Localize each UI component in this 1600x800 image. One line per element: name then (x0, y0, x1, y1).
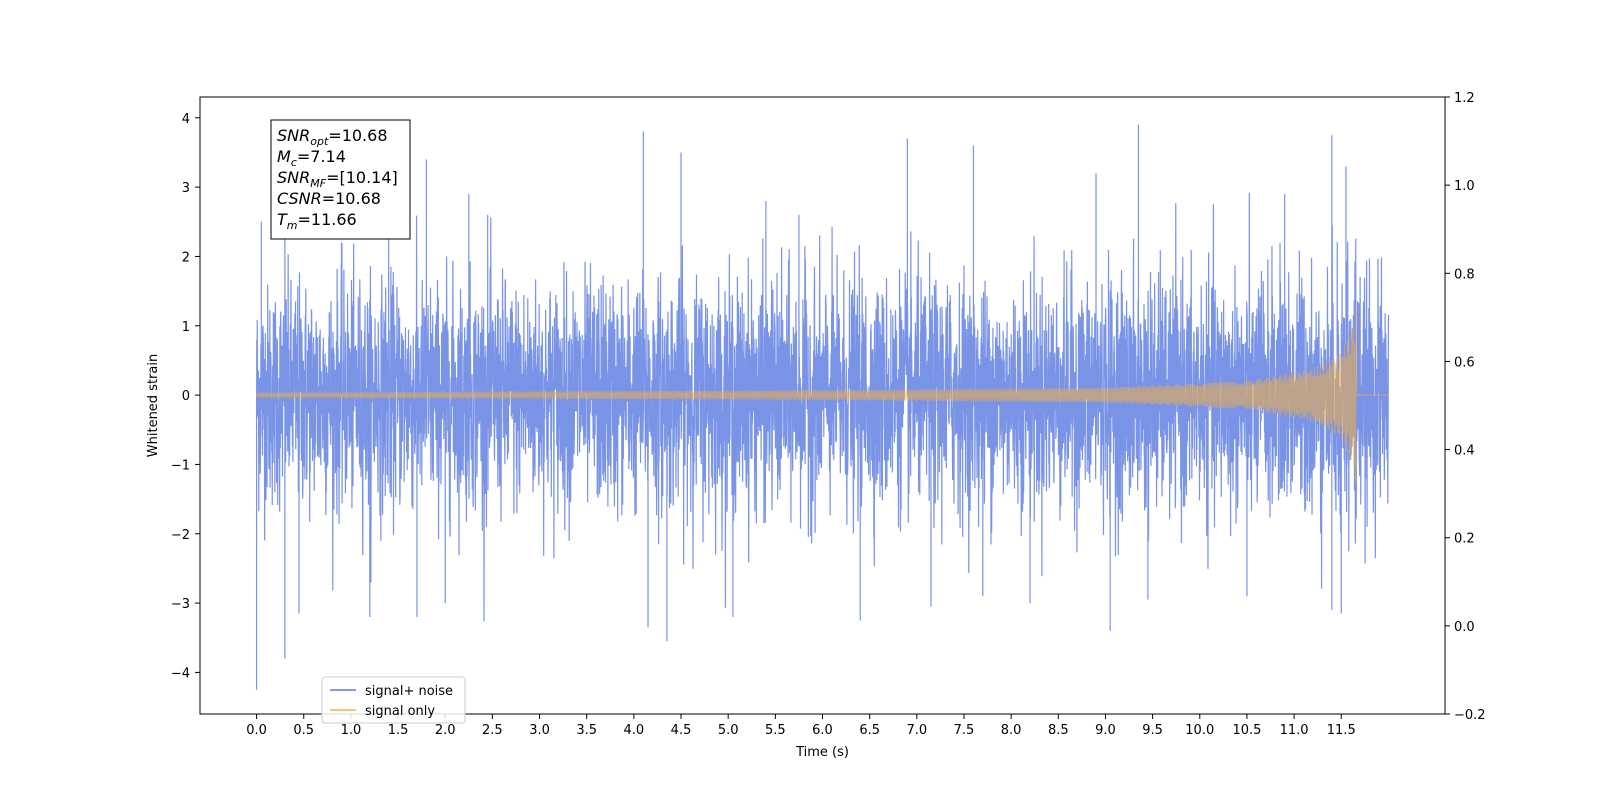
y-right-tick-label: 0.2 (1454, 532, 1475, 547)
x-tick-label: 2.5 (482, 723, 503, 738)
y-right-tick-label: −0.2 (1454, 708, 1486, 723)
y-right-tick-label: 0.6 (1454, 355, 1475, 370)
x-tick-label: 10.5 (1232, 723, 1261, 738)
series-layer (255, 124, 1390, 690)
x-tick-label: 7.5 (954, 723, 975, 738)
y-tick-label: −2 (171, 528, 190, 543)
x-tick-label: 5.0 (718, 723, 739, 738)
x-tick-label: 11.5 (1327, 723, 1356, 738)
series-signal-only-line (256, 306, 1389, 483)
y-axis-label: Whitened strain (146, 354, 161, 457)
y-tick-label: 4 (182, 112, 190, 127)
x-tick-label: 6.5 (859, 723, 880, 738)
y-tick-label: −1 (171, 458, 190, 473)
legend-label: signal only (365, 704, 435, 719)
annotation-frame (270, 119, 411, 240)
x-tick-label: 4.5 (671, 723, 692, 738)
x-tick-label: 6.0 (812, 723, 833, 738)
legend: signal+ noise signal only (321, 676, 466, 724)
y-right-tick-label: 0.8 (1454, 267, 1475, 282)
annotation-line: SNRopt=10.68 (277, 126, 388, 148)
y-right-tick-label: 1.2 (1454, 91, 1475, 106)
annotation-line: Tm=11.66 (277, 210, 357, 232)
y-right-tick-label: 1.0 (1454, 179, 1475, 194)
annotation-line: Mc=7.14 (277, 147, 346, 169)
x-tick-label: 1.5 (388, 723, 409, 738)
x-tick-label: 3.0 (529, 723, 550, 738)
x-tick-label: 1.0 (341, 723, 362, 738)
x-tick-label: 4.0 (624, 723, 645, 738)
annotation-box: SNRopt=10.68Mc=7.14SNRMF=[10.14]CSNR=10.… (270, 119, 411, 240)
y-right-tick-label: 0.4 (1454, 444, 1475, 459)
x-axis-label: Time (s) (795, 745, 849, 760)
y-tick-label: 2 (182, 250, 190, 265)
legend-frame (321, 676, 466, 724)
x-tick-label: 8.5 (1048, 723, 1069, 738)
x-tick-label: 5.5 (765, 723, 786, 738)
legend-label: signal+ noise (365, 684, 453, 699)
x-tick-label: 10.0 (1185, 723, 1214, 738)
x-tick-label: 8.0 (1001, 723, 1022, 738)
annotation-line: SNRMF=[10.14] (277, 168, 398, 190)
x-tick-label: 0.0 (246, 723, 267, 738)
x-tick-label: 9.0 (1095, 723, 1116, 738)
y-tick-label: −3 (171, 597, 190, 612)
x-tick-label: 2.0 (435, 723, 456, 738)
y-tick-label: 1 (182, 320, 190, 335)
series-signal-noise-line (255, 124, 1390, 690)
x-tick-label: 9.5 (1142, 723, 1163, 738)
y-tick-label: 0 (182, 389, 190, 404)
x-tick-label: 11.0 (1280, 723, 1309, 738)
y-tick-label: 3 (182, 181, 190, 196)
y-axis-left: −4 −3 −2 −1 0 1 2 3 4 (171, 112, 200, 681)
y-right-tick-label: 0.0 (1454, 620, 1475, 635)
annotation-line: CSNR=10.68 (277, 189, 381, 208)
x-tick-label: 0.5 (293, 723, 314, 738)
y-tick-label: −4 (171, 666, 190, 681)
x-tick-label: 3.5 (576, 723, 597, 738)
y-axis-right: −0.2 0.0 0.2 0.4 0.6 0.8 1.0 1.2 (1445, 91, 1486, 723)
x-tick-label: 7.0 (906, 723, 927, 738)
x-axis: 0.0 0.5 1.0 1.5 2.0 2.5 3.0 3.5 4.0 4.5 5.0 5.5 6.0 6… (246, 714, 1356, 738)
